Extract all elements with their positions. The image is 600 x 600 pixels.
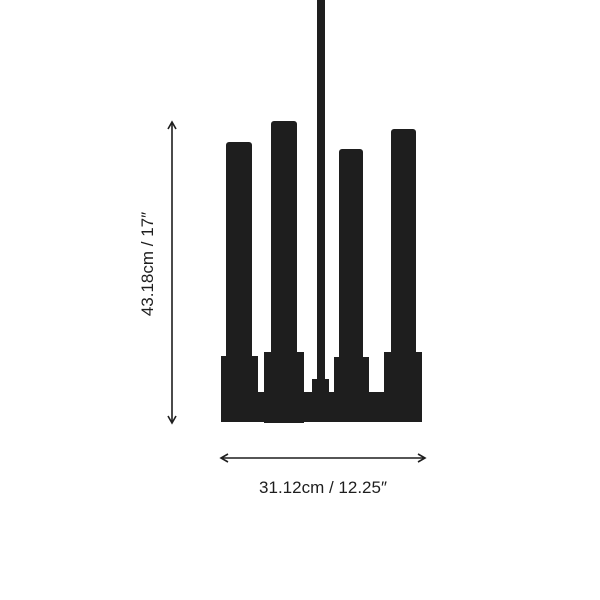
- arrow-head-icon: [167, 120, 177, 130]
- arrow-head-icon: [219, 453, 229, 463]
- height-label: 43.18cm / 17″: [138, 211, 157, 317]
- candle-2: [271, 121, 297, 361]
- candle-4: [391, 129, 416, 359]
- suspension-rod: [317, 0, 325, 385]
- candle-3: [339, 149, 363, 364]
- candle-1: [226, 142, 252, 362]
- arrow-head-icon: [417, 453, 427, 463]
- arrow-head-icon: [167, 415, 177, 425]
- width-label: 31.12cm / 12.25″: [259, 478, 387, 497]
- base-bar: [221, 392, 422, 422]
